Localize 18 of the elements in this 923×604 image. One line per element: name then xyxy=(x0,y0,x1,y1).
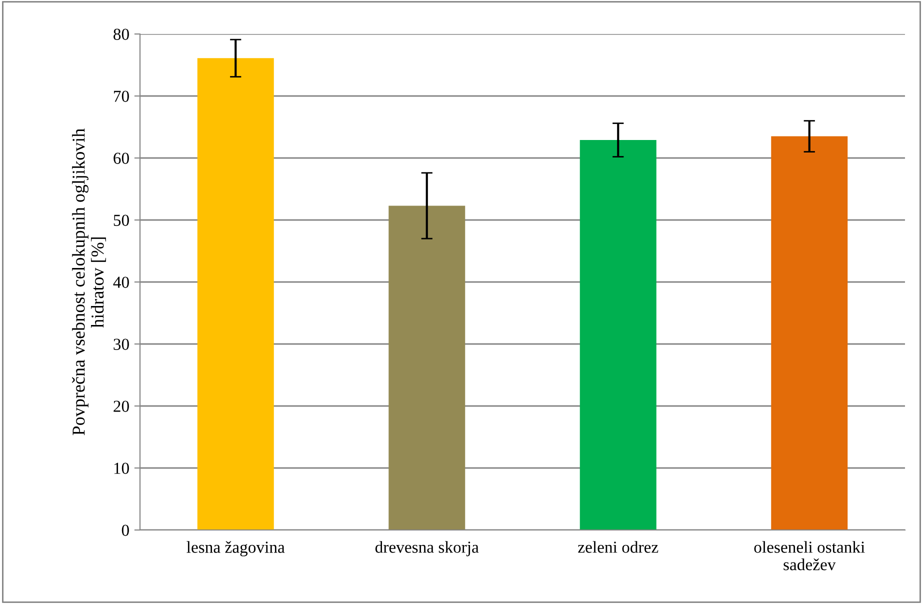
y-tick-label: 50 xyxy=(114,214,129,226)
bar xyxy=(771,136,848,530)
y-tick-label: 20 xyxy=(114,400,129,412)
bar xyxy=(388,206,466,530)
x-tick-label: drevesna skorja xyxy=(375,541,479,556)
y-tick-label: 80 xyxy=(114,28,129,40)
y-tick-label: 10 xyxy=(114,462,129,474)
y-tick-label: 40 xyxy=(113,276,129,288)
y-tick-label: 30 xyxy=(114,338,129,350)
x-tick-label: oleseneli ostanki sadežev xyxy=(754,541,865,570)
bar xyxy=(580,140,656,530)
y-tick-label: 70 xyxy=(114,90,129,102)
bar xyxy=(197,58,274,530)
y-tick-label: 0 xyxy=(122,524,129,536)
x-tick-label: lesna žagovina xyxy=(186,541,285,556)
y-axis-title: Povprečna vsebnost celokupnih ogljikovih hidratov [%] xyxy=(72,128,106,436)
x-tick-label: zeleni odrez xyxy=(578,541,658,553)
y-tick-label: 60 xyxy=(114,152,129,164)
